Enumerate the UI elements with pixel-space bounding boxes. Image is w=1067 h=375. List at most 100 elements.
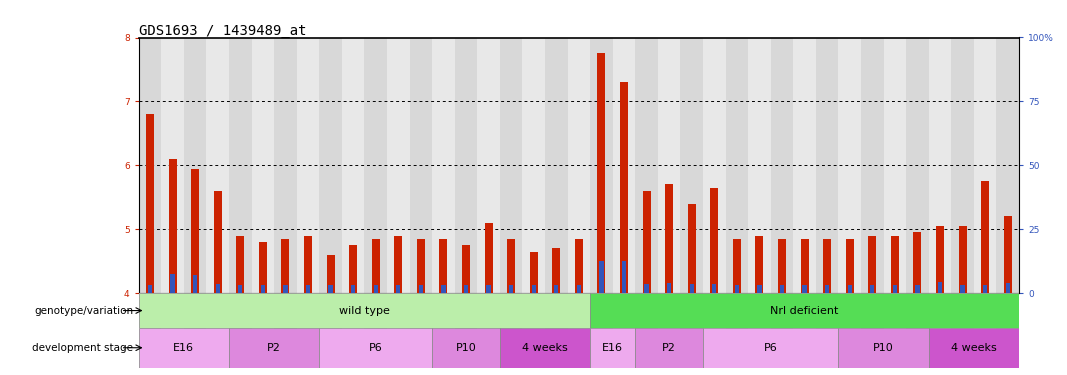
Bar (928, 38, 952, 293)
Bar (306, 285, 310, 293)
Text: E16: E16 (602, 343, 623, 353)
Bar (590, 328, 635, 368)
Text: P2: P2 (267, 343, 281, 353)
Bar (883, 328, 906, 368)
Bar (410, 38, 432, 293)
Bar (703, 328, 726, 368)
Bar (442, 285, 446, 293)
Bar (213, 191, 222, 293)
Text: wild type: wild type (339, 306, 389, 316)
Bar (371, 239, 380, 293)
Bar (229, 38, 252, 293)
Bar (568, 38, 590, 293)
Bar (432, 38, 455, 293)
Bar (681, 293, 703, 328)
Bar (823, 239, 831, 293)
Bar (928, 328, 1019, 368)
Bar (455, 293, 477, 328)
Bar (259, 242, 267, 293)
Bar (861, 38, 883, 293)
Bar (507, 239, 515, 293)
Bar (658, 38, 681, 293)
Bar (644, 284, 649, 293)
Text: 4 weeks: 4 weeks (522, 343, 568, 353)
Bar (327, 255, 335, 293)
Bar (148, 285, 153, 293)
Bar (816, 293, 839, 328)
Bar (417, 239, 425, 293)
Bar (575, 239, 583, 293)
Bar (974, 38, 997, 293)
Bar (319, 328, 432, 368)
Bar (523, 328, 545, 368)
Bar (958, 226, 967, 293)
Bar (748, 38, 770, 293)
Bar (635, 38, 658, 293)
Bar (952, 328, 974, 368)
Bar (206, 38, 229, 293)
Bar (839, 293, 861, 328)
Bar (770, 38, 793, 293)
Bar (839, 328, 928, 368)
Bar (1005, 283, 1009, 293)
Bar (688, 204, 696, 293)
Bar (161, 38, 184, 293)
Bar (545, 328, 568, 368)
Bar (297, 38, 319, 293)
Bar (477, 328, 499, 368)
Bar (733, 239, 740, 293)
Bar (869, 236, 876, 293)
Bar (802, 285, 807, 293)
Bar (484, 223, 493, 293)
Bar (229, 328, 252, 368)
Bar (735, 285, 739, 293)
Bar (171, 274, 175, 293)
Bar (667, 283, 671, 293)
Bar (216, 284, 220, 293)
Bar (936, 226, 944, 293)
Bar (387, 38, 410, 293)
Bar (997, 293, 1019, 328)
Bar (590, 293, 612, 328)
Text: 4 weeks: 4 weeks (951, 343, 997, 353)
Bar (531, 285, 536, 293)
Bar (432, 328, 499, 368)
Bar (726, 293, 748, 328)
Text: P10: P10 (873, 343, 894, 353)
Bar (499, 293, 523, 328)
Bar (464, 285, 468, 293)
Bar (146, 114, 154, 293)
Text: genotype/variation: genotype/variation (34, 306, 133, 316)
Bar (893, 285, 897, 293)
Bar (455, 328, 477, 368)
Bar (755, 236, 763, 293)
Bar (703, 293, 726, 328)
Bar (410, 293, 432, 328)
Bar (590, 38, 612, 293)
Bar (282, 239, 289, 293)
Bar (297, 328, 319, 368)
Bar (455, 38, 477, 293)
Bar (373, 285, 378, 293)
Bar (304, 236, 312, 293)
Bar (620, 82, 628, 293)
Bar (297, 293, 319, 328)
Bar (997, 328, 1019, 368)
Bar (139, 293, 161, 328)
Text: Nrl deficient: Nrl deficient (770, 306, 839, 316)
Bar (349, 245, 357, 293)
Bar (952, 38, 974, 293)
Bar (748, 328, 770, 368)
Bar (960, 285, 965, 293)
Bar (793, 38, 816, 293)
Bar (365, 328, 387, 368)
Bar (274, 38, 297, 293)
Bar (590, 293, 1019, 328)
Bar (499, 328, 523, 368)
Bar (913, 232, 922, 293)
Bar (432, 293, 455, 328)
Bar (665, 184, 673, 293)
Bar (341, 328, 365, 368)
Bar (847, 285, 851, 293)
Bar (906, 38, 928, 293)
